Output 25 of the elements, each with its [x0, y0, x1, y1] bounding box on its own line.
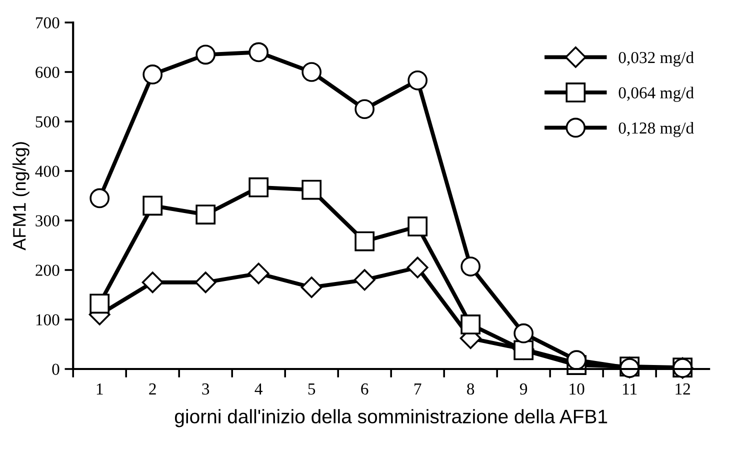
y-tick-label: 700 — [36, 17, 60, 28]
y-tick-label: 600 — [36, 66, 60, 78]
x-tick-label: 5 — [308, 384, 316, 395]
x-axis-title: giorni dall'inizio della somministrazione della AFB1 — [174, 409, 608, 428]
x-tick-label: 4 — [254, 383, 262, 394]
y-axis-title: AFM1 (ng/kg) — [12, 142, 30, 250]
legend-label: 0,128 mg/d — [618, 122, 694, 138]
x-tick-label: 2 — [149, 383, 156, 394]
y-tick-label: 0 — [52, 364, 60, 375]
x-tick-label: 10 — [570, 383, 584, 395]
y-tick-label: 300 — [36, 215, 60, 226]
x-tick-label: 1 — [96, 383, 103, 394]
x-tick-label: 12 — [676, 383, 690, 394]
y-tick-label: 400 — [35, 166, 60, 177]
x-tick-label: 8 — [467, 383, 474, 395]
x-tick-label: 6 — [361, 383, 368, 395]
y-tick-label: 200 — [36, 264, 60, 276]
y-tick-label: 500 — [36, 116, 60, 128]
legend-label: 0,032 mg/d — [618, 51, 694, 67]
legend-label: 0,064 mg/d — [618, 86, 694, 102]
x-tick-label: 11 — [623, 383, 637, 394]
x-tick-label: 7 — [414, 384, 422, 394]
y-tick-label: 100 — [36, 314, 60, 326]
x-tick-label: 3 — [202, 383, 210, 395]
x-tick-label: 9 — [520, 383, 528, 395]
